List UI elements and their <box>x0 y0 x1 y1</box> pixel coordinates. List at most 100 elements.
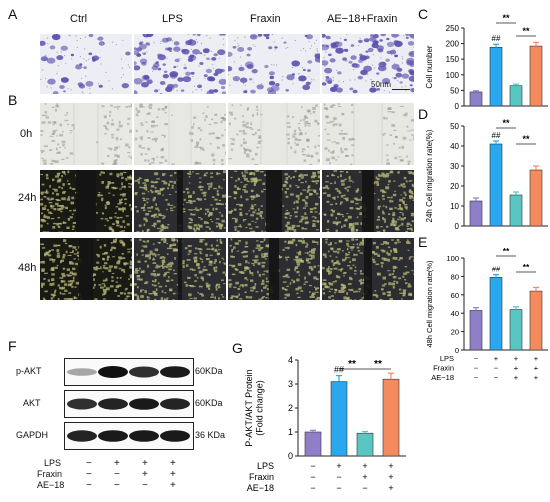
y-axis-label: Cell number <box>425 45 434 88</box>
panel-label-d: D <box>418 106 429 122</box>
bar <box>489 143 503 227</box>
blot-row-label-akt: AKT <box>23 398 41 408</box>
bar <box>509 309 523 351</box>
panel-label-e: E <box>418 234 428 250</box>
sig-stars: ** <box>348 359 356 370</box>
y-tick-label: 0 <box>455 222 460 231</box>
group-sign: + <box>534 364 539 373</box>
group-sign: − <box>494 364 499 373</box>
group-sign: + <box>362 461 367 471</box>
wound-image-r2-c3 <box>322 238 414 300</box>
group-label: Fraxin <box>249 472 274 482</box>
sig-stars: ** <box>522 26 530 36</box>
blot-sign: − <box>86 458 92 469</box>
y-tick-label: 50 <box>450 122 459 131</box>
y-axis-label: 24h Cell migration rate(%) <box>425 129 434 222</box>
wound-image-r2-c2 <box>228 238 320 300</box>
y-tick-label: 30 <box>450 162 459 171</box>
group-sign: + <box>388 483 393 493</box>
group-sign: − <box>310 483 315 493</box>
group-sign: − <box>474 364 479 373</box>
sig-stars: ** <box>502 118 510 128</box>
y-tick-label: 60 <box>451 291 459 300</box>
group-sign: + <box>494 354 499 363</box>
y-tick-label: 250 <box>446 24 460 33</box>
group-sign: + <box>336 461 341 471</box>
bar <box>509 85 523 107</box>
group-sign: − <box>310 472 315 482</box>
blot-band <box>67 368 97 376</box>
blot-sign: − <box>86 469 92 480</box>
group-sign: + <box>514 364 519 373</box>
group-sign: − <box>336 472 341 482</box>
y-tick-label: 40 <box>451 309 459 318</box>
blot-treatment-label-lps: LPS <box>44 458 62 468</box>
column-header-fraxin: Fraxin <box>250 13 281 25</box>
blot-band <box>129 430 159 442</box>
wound-image-r1-c3 <box>322 170 414 232</box>
blot-strip-gapdh <box>64 422 194 450</box>
blot-band <box>129 398 159 410</box>
y-tick-label: 200 <box>446 40 460 49</box>
blot-sign: + <box>114 458 120 469</box>
blot-strip-p-akt <box>64 358 194 386</box>
blot-treatment-label-fraxin: Fraxin <box>37 469 63 479</box>
group-label: Fraxin <box>433 364 454 373</box>
chart-c-cell-number: 0 50 100 150 200 250 Cell number ## ** ** <box>425 14 548 111</box>
bar <box>529 290 543 351</box>
time-label-48h: 48h <box>18 262 37 274</box>
hash-annotation: ## <box>492 265 501 274</box>
group-label: LPS <box>257 461 274 471</box>
wound-image-r1-c2 <box>228 170 320 232</box>
blot-sign: + <box>170 469 176 480</box>
blot-sign: − <box>142 480 148 491</box>
group-label: AE−18 <box>431 373 454 382</box>
group-sign: − <box>494 373 499 382</box>
column-header-lps: LPS <box>162 13 183 25</box>
transwell-image-0 <box>40 34 132 94</box>
wound-image-r2-c0 <box>40 238 132 300</box>
blot-row-label-pakt: p-AKT <box>16 366 42 376</box>
hash-annotation: ## <box>492 131 501 140</box>
blot-sign: + <box>142 458 148 469</box>
group-label: LPS <box>440 354 454 363</box>
column-header-ctrl: Ctrl <box>70 13 88 25</box>
group-sign: + <box>362 472 367 482</box>
y-tick-label: 50 <box>450 86 459 95</box>
y-axis-label: 48h Cell migration rate(%) <box>425 260 434 348</box>
transwell-image-1 <box>134 34 226 94</box>
blot-band <box>98 430 128 442</box>
bar <box>469 91 483 107</box>
y-tick-label: 150 <box>446 55 460 64</box>
blot-band <box>129 366 159 378</box>
time-label-0h: 0h <box>20 128 33 140</box>
hash-annotation: ## <box>492 34 501 43</box>
blot-band <box>160 398 190 410</box>
panel-label-c: C <box>418 6 429 22</box>
y-tick-label: 40 <box>450 142 459 151</box>
blot-band <box>67 430 97 442</box>
y-tick-label: 100 <box>446 254 459 263</box>
panel-label-b: B <box>8 92 18 108</box>
y-tick-label: 1 <box>288 427 293 437</box>
blot-band <box>67 398 97 410</box>
wound-image-r0-c1 <box>134 103 226 165</box>
scale-bar <box>392 89 410 90</box>
sig-stars: ** <box>374 359 382 370</box>
wound-image-r0-c0 <box>40 103 132 165</box>
blot-sign: − <box>86 480 92 491</box>
wound-image-r1-c0 <box>40 170 132 232</box>
wound-image-r0-c2 <box>228 103 320 165</box>
group-sign: + <box>514 354 519 363</box>
group-sign: + <box>534 354 539 363</box>
bar <box>529 45 543 107</box>
y-axis-label: P-AKT/AKT Protein <box>244 369 254 446</box>
panel-label-a: A <box>8 6 18 22</box>
blot-strip-akt <box>64 390 194 418</box>
sig-stars: ** <box>503 246 510 256</box>
bar <box>489 277 503 351</box>
group-label: AE−18 <box>247 483 274 493</box>
blot-sign: − <box>114 469 120 480</box>
blot-sign: + <box>170 480 176 491</box>
